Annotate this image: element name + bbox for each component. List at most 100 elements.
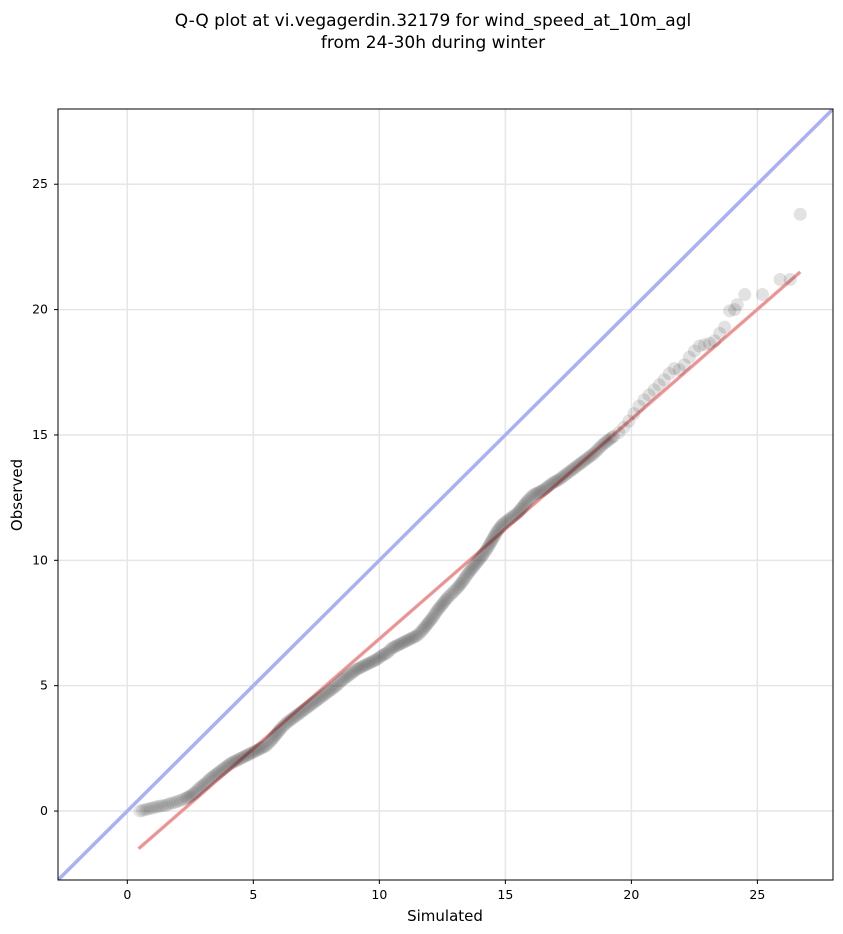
quantile-point: [158, 799, 172, 813]
quantile-point: [244, 746, 258, 760]
quantile-point: [212, 765, 226, 779]
quantile-point: [598, 435, 612, 449]
quantile-point: [378, 647, 392, 661]
quantile-point: [341, 669, 355, 683]
quantile-point: [358, 658, 372, 672]
quantile-point: [203, 771, 217, 785]
quantile-point: [308, 695, 322, 709]
quantile-point: [240, 748, 254, 762]
quantile-point: [457, 573, 471, 587]
x-tick-label: 0: [123, 887, 131, 902]
quantile-point: [617, 420, 631, 434]
quantile-point: [473, 551, 487, 565]
quantile-point: [187, 787, 201, 800]
quantile-point: [563, 464, 577, 478]
quantile-point: [478, 545, 492, 559]
quantile-point: [445, 586, 459, 600]
quantile-point: [687, 344, 701, 358]
reference-lines: [58, 109, 833, 880]
quantile-point: [282, 714, 296, 728]
quantile-point: [230, 753, 244, 767]
quantile-point: [287, 710, 301, 724]
quantile-point: [503, 512, 517, 526]
quantile-point: [603, 432, 617, 446]
quantile-point: [323, 684, 337, 698]
quantile-point: [304, 697, 318, 711]
quantile-point: [254, 741, 268, 755]
quantile-point: [793, 207, 807, 221]
quantile-point: [481, 541, 495, 555]
quantile-point: [528, 487, 542, 501]
quantile-point: [590, 443, 604, 457]
quantile-point: [195, 779, 209, 793]
quantile-point: [133, 804, 147, 818]
quantile-point: [467, 559, 481, 573]
quantile-point: [509, 507, 523, 521]
quantile-point: [331, 677, 345, 691]
quantile-point: [268, 729, 282, 743]
quantile-point: [198, 776, 212, 790]
quantile-point: [573, 457, 587, 471]
quantile-point: [210, 766, 224, 780]
quantile-point: [173, 794, 187, 808]
quantile-point: [427, 609, 441, 623]
quantile-point: [214, 764, 228, 778]
quantile-point: [570, 459, 584, 473]
quantile-point: [484, 536, 498, 550]
quantile-point: [468, 558, 482, 572]
quantile-point: [382, 644, 396, 658]
quantile-point: [487, 530, 501, 544]
quantile-point: [622, 414, 636, 428]
quantile-point: [272, 724, 286, 738]
quantile-point: [299, 701, 313, 715]
quantile-point: [321, 685, 335, 699]
quantile-point: [178, 792, 192, 806]
quantile-point: [474, 550, 488, 564]
quantile-point: [432, 602, 446, 616]
quantile-point: [366, 654, 380, 668]
quantile-point: [402, 633, 416, 647]
quantile-point: [582, 451, 596, 465]
quantile-point: [662, 367, 676, 381]
y-tick-label: 25: [32, 176, 48, 191]
quantile-point: [306, 696, 320, 710]
quantile-point: [602, 433, 616, 447]
quantile-point: [301, 700, 315, 714]
quantile-point: [373, 650, 387, 664]
quantile-point: [219, 760, 233, 774]
quantile-point: [273, 723, 287, 737]
quantile-point: [642, 388, 656, 402]
y-tick-label: 0: [40, 803, 48, 818]
quantile-point: [469, 556, 483, 570]
quantile-point: [328, 680, 342, 694]
quantile-point: [281, 715, 295, 729]
quantile-point: [428, 607, 442, 621]
quantile-point: [718, 320, 732, 334]
quantile-point: [612, 425, 626, 439]
quantile-point: [477, 546, 491, 560]
quantile-point: [397, 635, 411, 649]
quantile-point: [202, 773, 216, 787]
quantile-point: [176, 793, 190, 807]
quantile-point: [585, 448, 599, 462]
quantile-point: [637, 393, 651, 407]
quantile-point: [388, 639, 402, 653]
quantile-point: [459, 569, 473, 583]
quantile-point: [209, 768, 223, 782]
x-tick-label: 15: [497, 887, 513, 902]
quantile-point: [580, 452, 594, 466]
quantile-point: [430, 603, 444, 617]
plot-frame: [57, 108, 834, 881]
quantile-point: [261, 737, 275, 751]
quantile-point: [515, 501, 529, 515]
quantile-point: [491, 523, 505, 537]
quantile-point: [471, 555, 485, 569]
quantile-point: [356, 659, 370, 673]
quantile-point: [452, 579, 466, 593]
quantile-point: [713, 326, 727, 340]
quantile-point: [444, 588, 458, 602]
quantile-point: [588, 445, 602, 459]
x-axis-label: Simulated: [407, 907, 483, 925]
quantile-point: [429, 605, 443, 619]
quantile-point: [697, 338, 711, 352]
